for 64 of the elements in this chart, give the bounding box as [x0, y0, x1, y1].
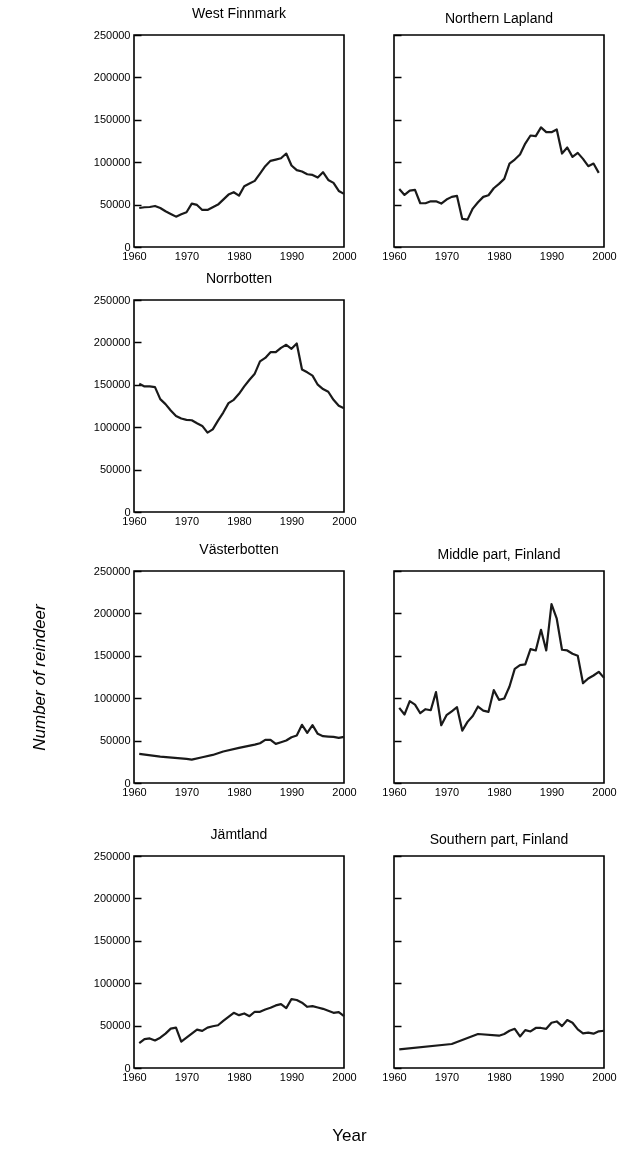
x-tick-label: 1980	[227, 514, 252, 527]
x-tick-label: 1990	[539, 249, 565, 262]
y-tick-label: 150000	[93, 378, 131, 391]
y-tick-label: 150000	[93, 934, 131, 947]
x-tick-label: 1970	[174, 785, 200, 798]
y-tick-label: 250000	[93, 28, 131, 41]
y-tick-label: 200000	[93, 70, 131, 83]
x-tick-label: 2000	[592, 785, 617, 798]
y-tick-label: 250000	[93, 849, 131, 862]
chart-title: Northern Lapland	[444, 10, 554, 27]
y-tick-label: 100000	[93, 155, 131, 168]
x-tick-label: 1980	[227, 1070, 252, 1083]
chart-title: Västerbotten	[199, 541, 279, 557]
x-tick-label: 1960	[382, 249, 407, 262]
x-tick-label: 1990	[279, 249, 305, 262]
line-series	[138, 342, 346, 434]
y-tick-label: 100000	[93, 691, 131, 704]
chart-title: West Finnmark	[192, 5, 287, 21]
x-tick-label: 1970	[434, 249, 460, 262]
y-tick-label: 50000	[99, 463, 131, 476]
y-tick-label: 100000	[93, 420, 131, 433]
x-tick-label: 1980	[487, 785, 512, 798]
y-tick-label: 200000	[93, 335, 131, 348]
x-tick-label: 1970	[174, 514, 200, 527]
y-tick-label: 150000	[93, 113, 131, 126]
x-tick-label: 1970	[434, 785, 460, 798]
y-tick-label: 250000	[93, 293, 131, 306]
x-tick-label: 1980	[487, 249, 512, 262]
x-tick-label: 1980	[227, 249, 252, 262]
x-tick-label: 2000	[332, 785, 357, 798]
x-tick-label: 2000	[592, 249, 617, 262]
x-tick-label: 1970	[174, 1070, 200, 1083]
chart-title: Middle part, Finland	[437, 546, 561, 563]
line-series	[138, 997, 346, 1045]
y-tick-label: 250000	[93, 564, 131, 577]
x-tick-label: 1990	[279, 514, 305, 527]
line-series	[138, 152, 346, 218]
chart-title: Jämtland	[210, 826, 268, 842]
x-tick-label: 1990	[279, 785, 305, 798]
y-tick-label: 50000	[99, 1019, 131, 1032]
x-tick-label: 1980	[227, 785, 252, 798]
x-tick-label: 1990	[539, 1070, 565, 1083]
y-tick-label: 200000	[93, 606, 131, 619]
y-tick-label: 200000	[93, 891, 131, 904]
x-tick-label: 1960	[382, 1070, 407, 1083]
x-tick-label: 2000	[332, 1070, 357, 1083]
x-tick-label: 1970	[434, 1070, 460, 1083]
x-tick-label: 2000	[332, 249, 357, 262]
x-tick-label: 2000	[592, 1070, 617, 1083]
chart-title: Norrbotten	[205, 270, 273, 286]
x-tick-label: 1980	[487, 1070, 512, 1083]
x-tick-label: 1990	[539, 785, 565, 798]
x-tick-label: 1960	[382, 785, 407, 798]
y-tick-label: 100000	[93, 976, 131, 989]
line-series	[138, 723, 346, 761]
x-axis-title: Year	[332, 1125, 368, 1145]
y-axis-title: Number of reindeer	[29, 602, 49, 751]
x-tick-label: 1970	[174, 249, 200, 262]
chart-title: Southern part, Finland	[429, 831, 569, 848]
x-tick-label: 2000	[332, 514, 357, 527]
x-tick-label: 1990	[279, 1070, 305, 1083]
y-tick-label: 50000	[99, 734, 131, 747]
y-tick-label: 150000	[93, 649, 131, 662]
y-tick-label: 50000	[99, 198, 131, 211]
